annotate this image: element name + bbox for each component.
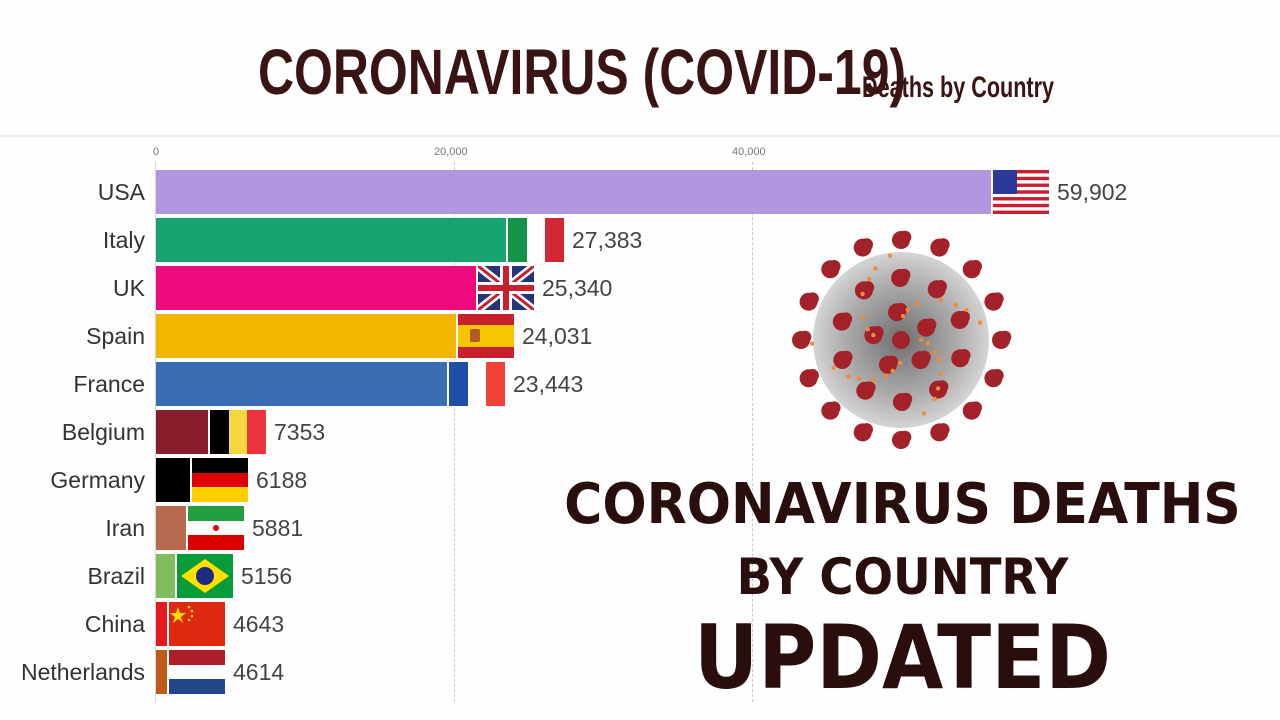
bar: [156, 314, 456, 358]
coronavirus-image: [792, 230, 1012, 449]
axis-tick-label: 0: [153, 146, 160, 158]
gridline: [752, 162, 753, 702]
value-label: 7353: [274, 419, 326, 445]
brazil-flag-icon: [177, 554, 233, 598]
usa-flag-icon: [993, 170, 1049, 214]
axis-tick-label: 40,000: [732, 146, 766, 158]
value-label: 23,443: [513, 371, 584, 397]
value-label: 5156: [241, 563, 293, 589]
value-label: 25,340: [542, 275, 613, 301]
overlay-updated: UPDATED: [693, 606, 1112, 709]
value-label: 4643: [233, 611, 285, 637]
france-flag-icon: [449, 362, 505, 406]
country-label: Iran: [105, 515, 145, 541]
value-label: 5881: [252, 515, 304, 541]
bar: [156, 266, 476, 310]
uk-flag-icon: [478, 266, 534, 310]
country-label: China: [84, 611, 145, 637]
gridline: [454, 162, 455, 702]
country-label: Italy: [102, 227, 145, 253]
country-label: Brazil: [87, 563, 145, 589]
value-label: 4614: [233, 659, 285, 685]
overlay-subheadline: BY COUNTRY: [736, 548, 1069, 606]
bar: [156, 602, 167, 646]
bar: [156, 458, 190, 502]
value-label: 27,383: [572, 227, 643, 253]
bar: [156, 218, 506, 262]
spain-flag-icon: [458, 314, 514, 358]
overlay-headline: CORONAVIRUS DEATHS: [564, 472, 1241, 537]
country-label: USA: [97, 179, 145, 205]
bar: [156, 650, 167, 694]
value-label: 6188: [256, 467, 308, 493]
netherlands-flag-icon: [169, 650, 225, 694]
chart-title: CORONAVIRUS (COVID-19): [258, 36, 907, 108]
country-label: Spain: [86, 323, 145, 349]
country-label: Belgium: [61, 419, 145, 445]
bar: [156, 362, 447, 406]
germany-flag-icon: [192, 458, 248, 502]
iran-flag-icon: [188, 506, 244, 550]
country-label: UK: [113, 275, 145, 301]
chart-header: CORONAVIRUS (COVID-19) Deaths by Country: [0, 0, 1280, 137]
china-flag-icon: [169, 602, 225, 646]
bar: [156, 554, 175, 598]
country-label: Netherlands: [20, 659, 145, 685]
country-label: Germany: [50, 467, 145, 493]
belgium-flag-icon: [210, 410, 266, 454]
country-label: France: [73, 371, 145, 397]
chart-subtitle: Deaths by Country: [862, 71, 1055, 104]
bar: [156, 506, 186, 550]
italy-flag-icon: [508, 218, 564, 262]
value-label: 24,031: [522, 323, 593, 349]
bar: [156, 170, 991, 214]
value-label: 59,902: [1057, 179, 1128, 205]
bar: [156, 410, 208, 454]
axis-tick-label: 20,000: [434, 146, 468, 158]
y-axis-line: [155, 162, 156, 702]
